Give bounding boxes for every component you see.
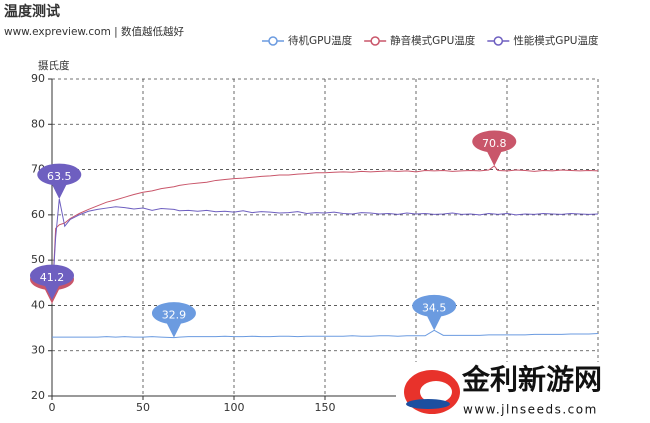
marker-balloon xyxy=(472,130,517,166)
chart-subtitle: www.expreview.com | 数值越低越好 xyxy=(4,25,185,38)
legend-label: 静音模式GPU温度 xyxy=(390,34,476,47)
data-label: 63.5 xyxy=(47,170,72,183)
x-tick-label: 100 xyxy=(224,401,245,414)
plot-area: 2030405060708090050100150200250300待机GPU温… xyxy=(30,34,609,414)
y-tick-label: 30 xyxy=(31,344,45,357)
watermark-url: www.jlnseeds.com xyxy=(463,403,598,417)
y-tick-label: 80 xyxy=(31,117,45,130)
y-tick-label: 50 xyxy=(31,253,45,266)
marker-balloon xyxy=(151,302,196,338)
y-tick-label: 20 xyxy=(31,389,45,402)
marker-balloon xyxy=(412,294,457,331)
data-label: 70.8 xyxy=(482,137,507,150)
legend-marker xyxy=(268,36,278,46)
chart-title: 温度测试 xyxy=(4,3,60,20)
x-tick-label: 50 xyxy=(136,401,150,414)
data-label: 32.9 xyxy=(162,309,187,322)
y-tick-label: 90 xyxy=(31,72,45,85)
watermark-name: 金利新游网 xyxy=(461,363,602,396)
series-line xyxy=(52,329,599,339)
legend-label: 性能模式GPU温度 xyxy=(513,34,599,47)
watermark: 金利新游网 www.jlnseeds.com xyxy=(396,362,648,422)
watermark-logo-inner xyxy=(420,381,452,403)
legend-marker xyxy=(370,36,380,46)
marker-balloon xyxy=(37,163,82,200)
legend-label: 待机GPU温度 xyxy=(288,34,353,47)
x-tick-label: 150 xyxy=(315,401,336,414)
marker-balloon xyxy=(30,264,75,300)
y-axis-label: 摄氏度 xyxy=(38,59,70,72)
legend-marker xyxy=(493,36,504,46)
x-tick-label: 0 xyxy=(49,401,56,414)
watermark-logo-swoosh xyxy=(406,399,450,409)
data-label: 41.2 xyxy=(40,271,65,284)
y-tick-label: 40 xyxy=(31,298,45,311)
y-tick-label: 60 xyxy=(31,208,45,221)
series-line xyxy=(51,198,599,301)
series-line xyxy=(51,165,599,304)
data-label: 34.5 xyxy=(422,301,447,314)
